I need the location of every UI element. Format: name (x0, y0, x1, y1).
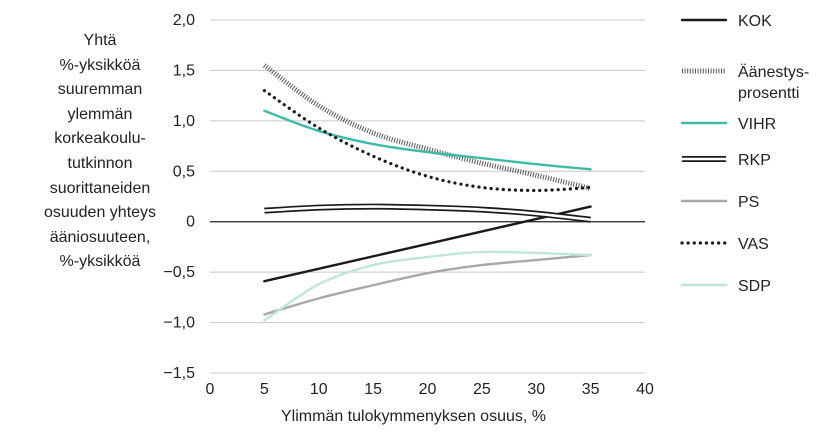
x-tick-label: 30 (527, 381, 545, 398)
y-axis-label-line: Yhtä (83, 32, 117, 49)
series-line-sdp (263, 250, 592, 322)
y-tick-label: 2,0 (173, 12, 195, 29)
x-tick-label: 40 (636, 381, 654, 398)
x-tick-labels: 0 5 10 15 20 25 30 35 40 (206, 381, 654, 398)
x-tick-label: 0 (206, 381, 215, 398)
y-axis-label-line: %-yksikköä (59, 56, 141, 74)
series-line-rkp-gap (264, 205, 591, 221)
series-line-ps (263, 253, 592, 316)
y-axis-label-line: ääniosuuteen, (49, 228, 151, 246)
legend-label-ps: PS (738, 194, 759, 211)
series-line-vihr (263, 109, 592, 171)
legend-label-kok: KOK (738, 13, 772, 30)
y-tick-label: 1,5 (173, 62, 195, 79)
x-axis-label: Ylimmän tulokymmenyksen osuus, % (281, 408, 546, 425)
y-tick-labels: 2,0 1,5 1,0 0,5 0 −0,5 −1,0 −1,5 (163, 12, 195, 382)
y-tick-label: −0,5 (163, 264, 195, 281)
series-line-vas (262, 89, 593, 193)
series-lines (262, 63, 593, 322)
series-line-nestys-prosentti (262, 63, 592, 191)
y-axis-label-line: suuremman (57, 81, 143, 99)
y-axis-label-line: osuuden yhteys (43, 204, 157, 222)
legend-label-nestys-prosentti: Äänestys- (738, 63, 809, 81)
legend-label-sdp: SDP (738, 278, 771, 295)
y-tick-label: 0,5 (173, 163, 195, 180)
y-tick-label: −1,0 (163, 315, 195, 332)
x-tick-label: 15 (364, 381, 382, 398)
y-tick-label: −1,5 (163, 365, 195, 382)
y-axis-label-line: tutkinnon (67, 155, 133, 172)
legend-label-nestys-prosentti: prosentti (738, 85, 799, 102)
x-tick-label: 35 (582, 381, 600, 398)
y-axis-label-line: %-yksikköä (59, 253, 141, 271)
y-tick-label: 1,0 (173, 113, 195, 130)
x-tick-label: 10 (310, 381, 328, 398)
legend: KOK Äänestys-prosentti VIHR RKP PS VAS SDP (680, 13, 809, 295)
legend-label-vas: VAS (738, 236, 769, 253)
legend-label-vihr: VIHR (738, 116, 776, 133)
y-axis-label-line: korkeakoulu- (54, 130, 146, 148)
legend-label-rkp: RKP (738, 152, 771, 169)
x-tick-label: 20 (419, 381, 437, 398)
y-tick-label: 0 (186, 214, 195, 231)
y-axis-label-line: ylemmän (67, 105, 133, 123)
series-line-kok (263, 205, 592, 283)
y-axis-label-line: suorittaneiden (49, 179, 151, 197)
x-tick-label: 25 (473, 381, 491, 398)
x-tick-label: 5 (260, 381, 269, 398)
